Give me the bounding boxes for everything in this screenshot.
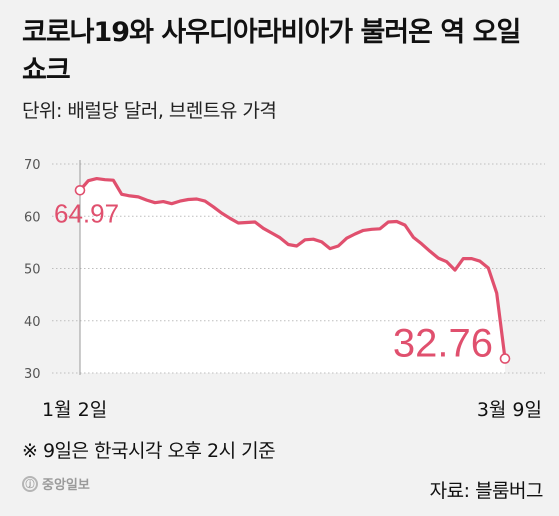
start-value-label: 64.97 xyxy=(54,198,119,228)
logo-text: 중앙일보 xyxy=(42,478,90,493)
x-tick-label-end: 3월 9일 xyxy=(477,399,542,421)
price-chart: 30 40 50 60 70 64.97 32.76 1월 2일 3월 9일 xyxy=(24,158,545,421)
source-credit: 자료: 블룸버그 xyxy=(429,480,544,502)
series-area xyxy=(80,178,505,373)
y-tick-label-70: 70 xyxy=(24,158,41,173)
chart-title: 코로나19와 사우디아라비아가 불러온 역 오일쇼크 xyxy=(22,17,521,86)
y-tick-label-50: 50 xyxy=(24,263,41,278)
y-tick-label-40: 40 xyxy=(24,315,41,330)
logo-circle-icon: ⓙ xyxy=(22,475,38,492)
footnote: ※ 9일은 한국시각 오후 2시 기준 xyxy=(22,440,276,462)
end-value-label: 32.76 xyxy=(393,322,493,366)
publisher-logo: ⓙ 중앙일보 xyxy=(22,474,90,493)
end-point-marker xyxy=(499,353,511,364)
start-point-marker xyxy=(74,184,86,196)
unit-label: 단위: 배럴당 달러, 브렌트유 가격 xyxy=(22,100,277,122)
series-line xyxy=(78,177,507,361)
x-tick-label-start: 1월 2일 xyxy=(42,399,107,421)
y-tick-label-30: 30 xyxy=(24,367,41,382)
y-tick-label-60: 60 xyxy=(24,210,41,225)
